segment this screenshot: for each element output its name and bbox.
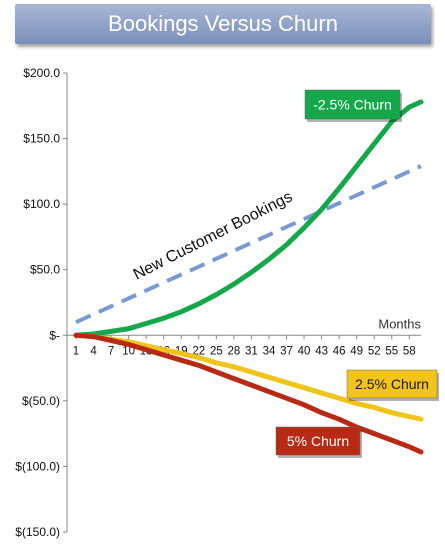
annotation-label-2-5-churn: -2.5% Churn — [313, 97, 392, 113]
series-line-2-5-churn — [73, 332, 424, 422]
y-tick-label: $- — [49, 328, 60, 342]
x-tick-label: 25 — [210, 345, 223, 357]
x-tick-label: 22 — [192, 345, 205, 357]
x-tick-label: 28 — [227, 345, 240, 357]
annotation-label-2-5-churn: 2.5% Churn — [355, 376, 429, 392]
x-tick-label: 40 — [298, 345, 311, 357]
series-lines — [73, 99, 424, 455]
x-tick-label: 52 — [368, 345, 381, 357]
y-tick-label: $(150.0) — [15, 525, 60, 539]
y-tick-label: $(100.0) — [15, 459, 60, 473]
x-tick-label: 7 — [108, 345, 114, 357]
annotation-box-5-churn — [275, 426, 361, 456]
annotation-box-2-5-churn — [304, 89, 401, 120]
y-tick-label: $100.0 — [23, 197, 60, 211]
x-tick-label: 10 — [122, 345, 135, 357]
x-tick-label: 34 — [263, 345, 276, 357]
y-tick-label: $50.0 — [30, 263, 60, 277]
x-tick-label: 58 — [403, 345, 416, 357]
annotation-box-2-5-churn — [346, 369, 438, 399]
x-tick-label: 55 — [385, 345, 398, 357]
x-tick-label: 49 — [350, 345, 363, 357]
y-tick-label: $150.0 — [23, 132, 60, 146]
series-line-5-churn — [73, 332, 424, 455]
x-tick-label: 1 — [73, 345, 79, 357]
y-tick-label: $(50.0) — [22, 394, 60, 408]
chart-title-banner: Bookings Versus Churn — [15, 4, 431, 44]
series-line-2-5-churn — [73, 99, 424, 338]
series-line-new-customer-bookings — [75, 164, 422, 325]
x-tick-label: 46 — [333, 345, 346, 357]
x-axis-title: Months — [378, 316, 421, 331]
x-tick-label: 43 — [315, 345, 328, 357]
y-tick-label: $200.0 — [23, 66, 60, 80]
x-tick-label: 37 — [280, 345, 293, 357]
x-tick-label: 4 — [90, 345, 97, 357]
x-tick-label: 31 — [245, 345, 258, 357]
chart-title: Bookings Versus Churn — [108, 11, 338, 36]
annotation-label-5-churn: 5% Churn — [287, 433, 349, 449]
axes: $200.0 $150.0 $100.0 $50.0 $- $(50.0) $(100.0)… — [15, 66, 421, 539]
